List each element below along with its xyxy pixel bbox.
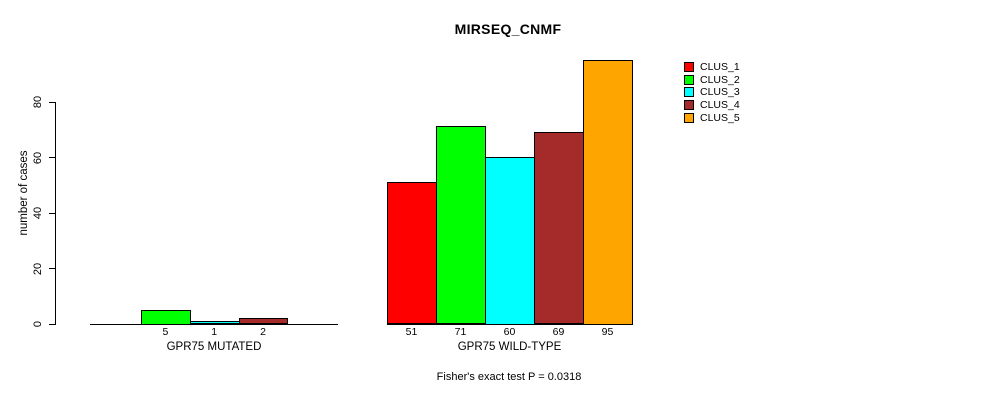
y-axis-tick-label: 20 — [32, 262, 44, 275]
legend-swatch-clus_2 — [684, 74, 694, 85]
bar-clus_3 — [189, 320, 240, 325]
legend-item-clus_2: CLUS_2 — [684, 74, 740, 87]
y-axis-tick — [49, 323, 55, 325]
legend-label: CLUS_4 — [700, 99, 740, 112]
legend-item-clus_1: CLUS_1 — [684, 61, 740, 74]
y-axis-line — [55, 101, 56, 325]
bar-value-label: 71 — [454, 326, 467, 338]
bar-value-label: 5 — [162, 326, 169, 338]
y-axis-label: number of cases — [18, 150, 30, 236]
bar-clus_2 — [436, 126, 486, 325]
bar-clus_5 — [583, 59, 633, 325]
legend-swatch-clus_1 — [684, 62, 694, 73]
bar-value-label: 51 — [405, 326, 418, 338]
y-axis-tick-label: 80 — [32, 95, 44, 109]
legend: CLUS_1 CLUS_2 CLUS_3 CLUS_4 CLUS_5 — [684, 61, 740, 124]
bar-clus_3 — [485, 157, 535, 325]
bar-clus_1 — [387, 181, 437, 325]
y-axis-tick — [49, 157, 55, 158]
bar-value-label: 95 — [601, 326, 614, 338]
bar-value-label: 1 — [211, 326, 218, 338]
legend-item-clus_4: CLUS_4 — [684, 99, 740, 112]
bar-clus_4 — [534, 132, 584, 325]
bar-clus_4 — [238, 317, 289, 325]
fisher-test-caption: Fisher's exact test P = 0.0318 — [436, 371, 582, 383]
legend-label: CLUS_1 — [700, 61, 740, 74]
legend-swatch-clus_3 — [684, 87, 694, 98]
chart-title: MIRSEQ_CNMF — [454, 21, 562, 37]
bar-value-label: 60 — [503, 326, 516, 338]
legend-label: CLUS_3 — [700, 86, 740, 99]
y-axis-tick — [49, 268, 55, 269]
y-axis-tick — [49, 101, 55, 103]
bar-value-label: 69 — [552, 326, 565, 338]
group-label: GPR75 MUTATED — [166, 341, 262, 353]
bar-clus_2 — [141, 309, 191, 325]
bar-value-label: 2 — [260, 326, 266, 338]
legend-label: CLUS_2 — [700, 73, 740, 86]
y-axis-tick-label: 0 — [32, 320, 44, 328]
y-axis-tick-label: 40 — [32, 206, 44, 220]
legend-swatch-clus_5 — [684, 112, 694, 123]
y-axis-tick — [49, 212, 55, 214]
legend-item-clus_5: CLUS_5 — [684, 111, 740, 124]
legend-label: CLUS_5 — [700, 111, 740, 124]
y-axis-tick-label: 60 — [32, 151, 44, 164]
legend-swatch-clus_4 — [684, 100, 694, 111]
group-label: GPR75 WILD-TYPE — [457, 341, 562, 353]
legend-item-clus_3: CLUS_3 — [684, 86, 740, 99]
